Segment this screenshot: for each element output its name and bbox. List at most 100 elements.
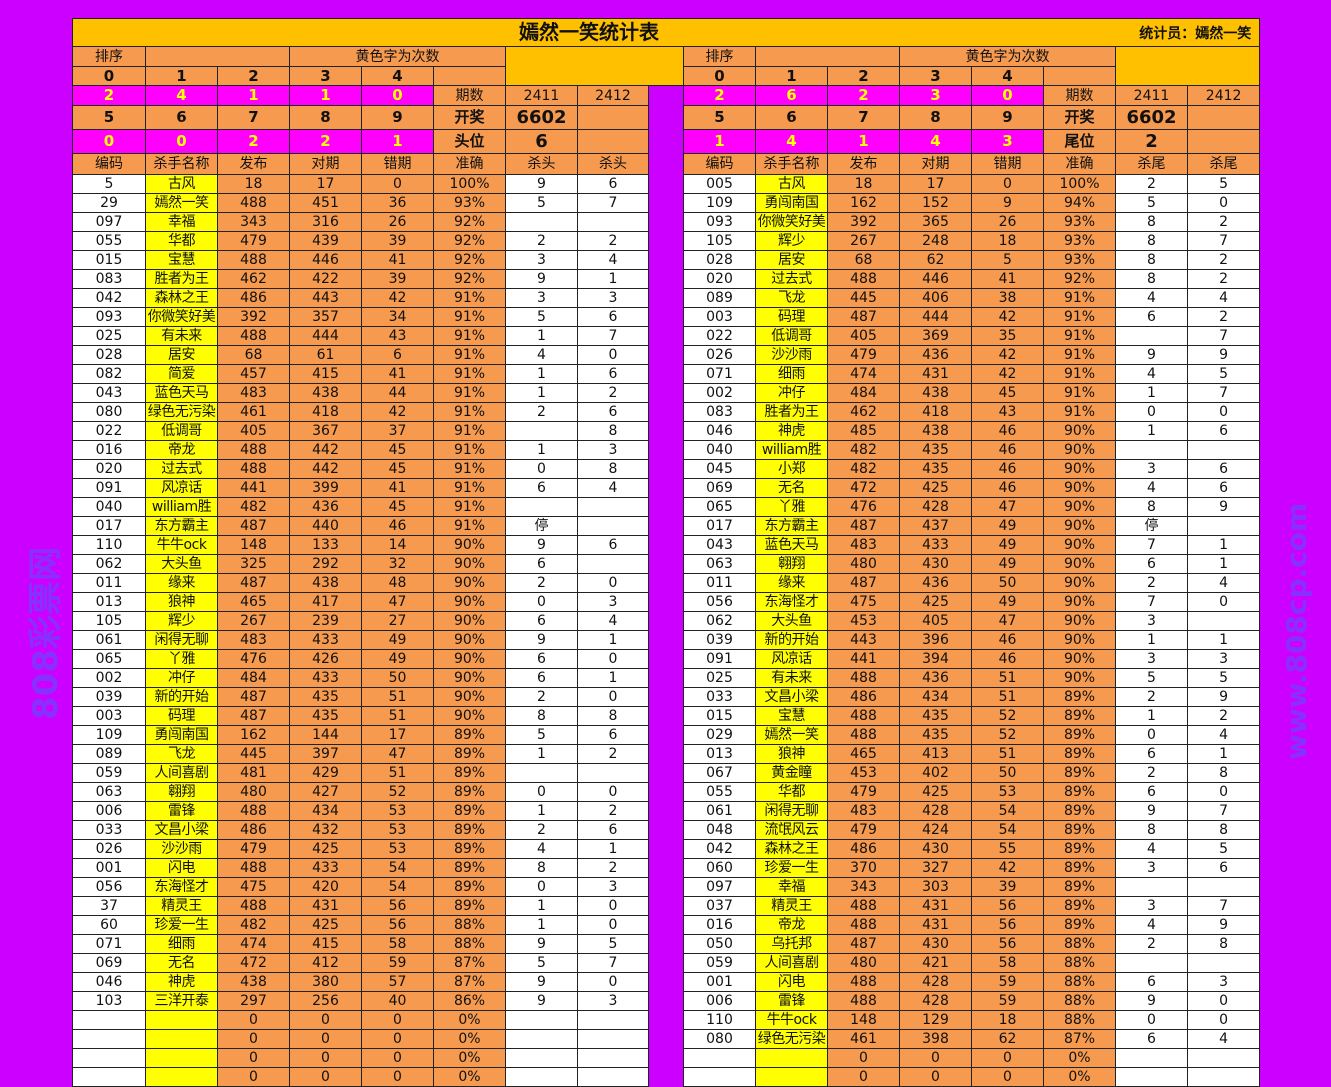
right-kill-cell: 6 xyxy=(1115,782,1188,802)
table-row: 046 神虎 438 380 57 87% 9 0 001 闪电 488 428 59 88% 6 3 xyxy=(72,972,1261,992)
left-killer-name-cell: 森林之王 xyxy=(145,288,218,308)
right-killer-name-cell: 乌托邦 xyxy=(755,934,828,954)
right-accuracy-cell: 89% xyxy=(1043,782,1116,802)
right-code-cell: 026 xyxy=(683,345,756,365)
right-count: 4 xyxy=(755,129,828,154)
left-code-cell: 046 xyxy=(72,972,146,992)
left-draw-label: 开奖 xyxy=(433,105,506,130)
left-code-cell: 37 xyxy=(72,896,146,916)
left-kill-cell: 2 xyxy=(505,231,578,251)
right-correct-cell: 437 xyxy=(899,516,972,536)
left-killer-name-cell: 缘来 xyxy=(145,573,218,593)
left-killer-name-cell: 帝龙 xyxy=(145,440,218,460)
right-kill-cell: 6 xyxy=(1115,1029,1188,1049)
column-gap xyxy=(648,105,684,130)
left-correct-cell: 399 xyxy=(289,478,362,498)
right-published-cell: 486 xyxy=(827,839,900,859)
left-position-value: 6 xyxy=(505,129,578,154)
left-accuracy-cell: 89% xyxy=(433,782,506,802)
left-killer-name-cell: 古风 xyxy=(145,174,218,194)
left-code-cell: 039 xyxy=(72,687,146,707)
right-wrong-cell: 42 xyxy=(971,307,1044,327)
table-row: 061 闲得无聊 483 433 49 90% 9 1 039 新的开始 443 396 46 90% 1 1 xyxy=(72,630,1261,650)
column-gap xyxy=(648,440,684,460)
left-killer-name-cell: 雷锋 xyxy=(145,801,218,821)
right-published-cell: 479 xyxy=(827,345,900,365)
left-kill-cell xyxy=(577,497,649,517)
right-accuracy-cell: 89% xyxy=(1043,820,1116,840)
right-wrong-cell: 52 xyxy=(971,706,1044,726)
left-code-cell: 026 xyxy=(72,839,146,859)
left-published-cell: 480 xyxy=(217,782,290,802)
right-accuracy-cell: 90% xyxy=(1043,630,1116,650)
right-kill-cell: 9 xyxy=(1186,687,1261,707)
left-killer-name-cell: 东海怪才 xyxy=(145,877,218,897)
table-row: 089 飞龙 445 397 47 89% 1 2 013 狼神 465 413 51 89% 6 1 xyxy=(72,744,1261,764)
left-wrong-cell: 57 xyxy=(361,972,434,992)
right-kill-cell: 1 xyxy=(1186,744,1261,764)
table-row: 011 缘来 487 438 48 90% 2 0 011 缘来 487 436 50 90% 2 4 xyxy=(72,573,1261,593)
left-killer-name-cell: 丫雅 xyxy=(145,649,218,669)
right-kill-cell: 4 xyxy=(1186,1029,1261,1049)
column-gap xyxy=(648,129,684,154)
table-row: 37 精灵王 488 431 56 89% 1 0 037 精灵王 488 431 56 89% 3 7 xyxy=(72,896,1261,916)
right-code-cell: 046 xyxy=(683,421,756,441)
column-gap xyxy=(648,573,684,593)
left-wrong-cell: 54 xyxy=(361,858,434,878)
right-correct-cell: 431 xyxy=(899,896,972,916)
left-wrong-cell: 45 xyxy=(361,497,434,517)
left-published-cell: 483 xyxy=(217,383,290,403)
right-wrong-cell: 52 xyxy=(971,725,1044,745)
left-killer-name-cell: 无名 xyxy=(145,953,218,973)
right-period-label: 期数 xyxy=(1043,85,1116,106)
right-digit: 7 xyxy=(827,105,900,130)
right-published-cell: 488 xyxy=(827,972,900,992)
left-kill-cell: 6 xyxy=(505,611,578,631)
table-row: 60 珍爱一生 482 425 56 88% 1 0 016 帝龙 488 431 56 89% 4 9 xyxy=(72,915,1261,935)
left-killer-name-cell: 翱翔 xyxy=(145,782,218,802)
left-digit: 9 xyxy=(361,105,434,130)
left-code-cell: 006 xyxy=(72,801,146,821)
left-code-cell: 015 xyxy=(72,250,146,270)
column-gap xyxy=(648,364,684,384)
right-accuracy-cell: 90% xyxy=(1043,573,1116,593)
right-kill-cell: 1 xyxy=(1115,706,1188,726)
right-wrong-cell: 18 xyxy=(971,1010,1044,1030)
right-correct-cell: 435 xyxy=(899,459,972,479)
right-column-header: 发布 xyxy=(827,153,900,175)
right-kill-cell: 8 xyxy=(1115,212,1188,232)
left-kill-cell: 3 xyxy=(577,440,649,460)
left-kill-cell: 4 xyxy=(577,250,649,270)
right-published-cell: 486 xyxy=(827,687,900,707)
left-correct-cell: 357 xyxy=(289,307,362,327)
right-count: 6 xyxy=(755,85,828,106)
left-accuracy-cell: 89% xyxy=(433,839,506,859)
right-published-cell: 488 xyxy=(827,668,900,688)
right-accuracy-cell: 89% xyxy=(1043,839,1116,859)
right-code-cell: 028 xyxy=(683,250,756,270)
right-count: 2 xyxy=(683,85,756,106)
right-kill-cell: 9 xyxy=(1115,345,1188,365)
column-gap xyxy=(648,345,684,365)
right-kill-cell: 1 xyxy=(1186,554,1261,574)
left-published-cell: 487 xyxy=(217,687,290,707)
right-correct-cell: 152 xyxy=(899,193,972,213)
left-correct-cell: 438 xyxy=(289,383,362,403)
right-kill-cell: 1 xyxy=(1115,383,1188,403)
right-killer-name-cell: 森林之王 xyxy=(755,839,828,859)
right-wrong-cell: 41 xyxy=(971,269,1044,289)
left-correct-cell: 420 xyxy=(289,877,362,897)
right-column-header: 错期 xyxy=(971,153,1044,175)
left-correct-cell: 425 xyxy=(289,915,362,935)
column-gap xyxy=(648,1029,684,1049)
column-gap xyxy=(648,288,684,308)
right-killer-name-cell: 辉少 xyxy=(755,231,828,251)
right-accuracy-cell: 90% xyxy=(1043,554,1116,574)
right-published-cell: 488 xyxy=(827,896,900,916)
left-kill-cell xyxy=(577,1029,649,1049)
table-row: 025 有未来 488 444 43 91% 1 7 022 低调哥 405 369 35 91% 7 xyxy=(72,326,1261,346)
right-wrong-cell: 56 xyxy=(971,915,1044,935)
right-killer-name-cell: 过去式 xyxy=(755,269,828,289)
right-kill-cell: 4 xyxy=(1115,288,1188,308)
right-wrong-cell: 0 xyxy=(971,174,1044,194)
